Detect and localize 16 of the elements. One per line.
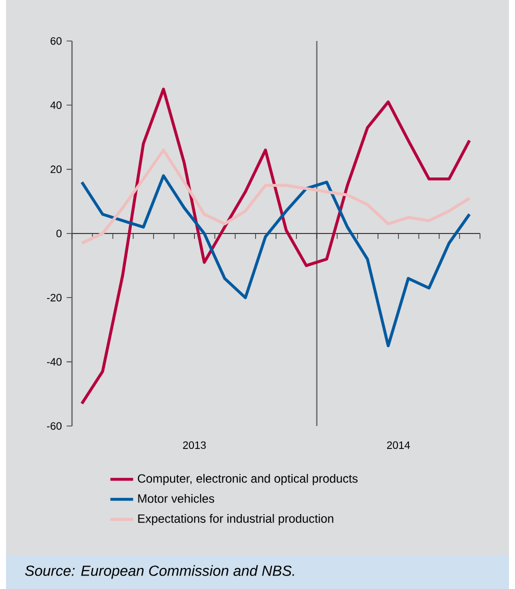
legend-label: Expectations for industrial production (138, 514, 334, 526)
y-tick-label: -40 (47, 358, 62, 366)
x-tick-label: 2013 (183, 441, 206, 449)
line-series (80, 88, 471, 406)
line-series (80, 148, 471, 245)
y-tick-label: -60 (47, 422, 62, 430)
y-tick-label: 60 (50, 37, 62, 45)
y-tick-label: 0 (56, 230, 62, 238)
y-tick-label: 40 (50, 101, 62, 109)
legend-label: Computer, electronic and optical products (138, 474, 358, 486)
source-note: Source: European Commission and NBS. (25, 565, 294, 579)
y-tick-label: 20 (50, 166, 62, 174)
x-tick-label: 2014 (387, 441, 410, 449)
y-tick-label: -20 (47, 294, 62, 302)
legend-label: Motor vehicles (138, 494, 214, 503)
line-series (80, 174, 471, 348)
